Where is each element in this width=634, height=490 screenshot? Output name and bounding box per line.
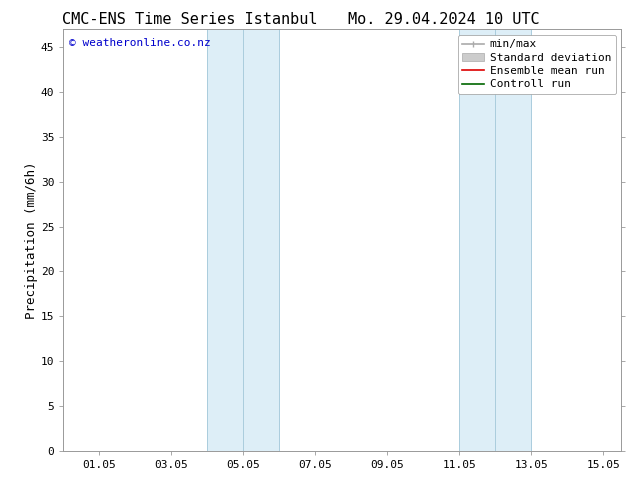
Bar [460,29,531,451]
Legend: min/max, Standard deviation, Ensemble mean run, Controll run: min/max, Standard deviation, Ensemble me… [458,35,616,94]
Bar [207,29,280,451]
Text: Mo. 29.04.2024 10 UTC: Mo. 29.04.2024 10 UTC [348,12,540,27]
Text: © weatheronline.co.nz: © weatheronline.co.nz [69,38,210,48]
Y-axis label: Precipitation (mm/6h): Precipitation (mm/6h) [25,161,38,319]
Text: CMC-ENS Time Series Istanbul: CMC-ENS Time Series Istanbul [63,12,318,27]
